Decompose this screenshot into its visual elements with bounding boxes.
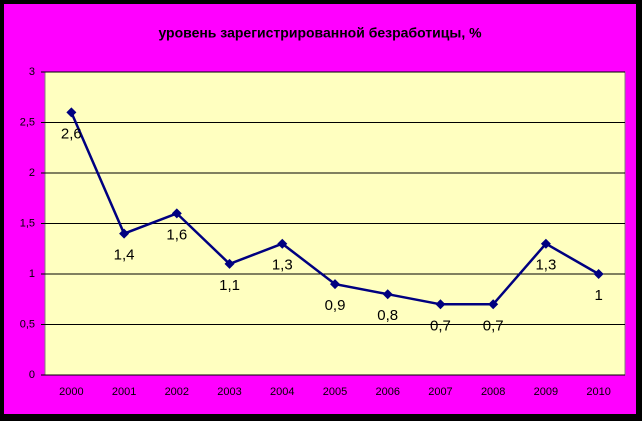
- x-tick-label: 2005: [323, 386, 347, 398]
- x-tick-label: 2000: [59, 386, 83, 398]
- data-label: 1,1: [219, 277, 240, 294]
- data-label: 1,3: [535, 257, 556, 274]
- y-tick-label: 1,5: [20, 217, 35, 229]
- marker: [593, 269, 604, 279]
- data-label: 1,4: [114, 247, 135, 264]
- marker: [224, 258, 235, 269]
- marker: [540, 238, 551, 249]
- x-tick-label: 2002: [165, 386, 189, 398]
- x-tick-label: 2006: [375, 386, 399, 398]
- data-label: 1: [594, 287, 602, 304]
- marker: [66, 107, 77, 118]
- data-label: 0,8: [377, 307, 398, 324]
- y-tick-label: 2: [29, 167, 35, 179]
- data-label: 0,7: [483, 317, 504, 334]
- marker: [382, 289, 393, 300]
- x-tick-label: 2007: [428, 386, 452, 398]
- y-tick-label: 0: [29, 369, 35, 381]
- x-tick-label: 2010: [586, 386, 610, 398]
- x-tick-label: 2009: [534, 386, 558, 398]
- marker: [171, 208, 182, 219]
- x-tick-label: 2008: [481, 386, 505, 398]
- x-tick-label: 2004: [270, 386, 294, 398]
- data-label: 0,7: [430, 317, 451, 334]
- y-tick-label: 2,5: [20, 116, 35, 128]
- data-label: 1,3: [272, 257, 293, 274]
- marker: [488, 299, 499, 310]
- marker: [277, 238, 288, 249]
- chart-title: уровень зарегистрированной безработицы, …: [158, 25, 482, 41]
- data-label: 2,6: [61, 125, 82, 142]
- marker: [119, 228, 130, 239]
- y-tick-label: 3: [29, 66, 35, 78]
- data-label: 0,9: [325, 297, 346, 314]
- y-tick-label: 0,5: [20, 318, 35, 330]
- data-label: 1,6: [166, 226, 187, 243]
- y-tick-label: 1: [29, 268, 35, 280]
- x-tick-label: 2003: [217, 386, 241, 398]
- marker: [435, 299, 446, 310]
- marker: [330, 279, 340, 290]
- x-tick-label: 2001: [112, 386, 136, 398]
